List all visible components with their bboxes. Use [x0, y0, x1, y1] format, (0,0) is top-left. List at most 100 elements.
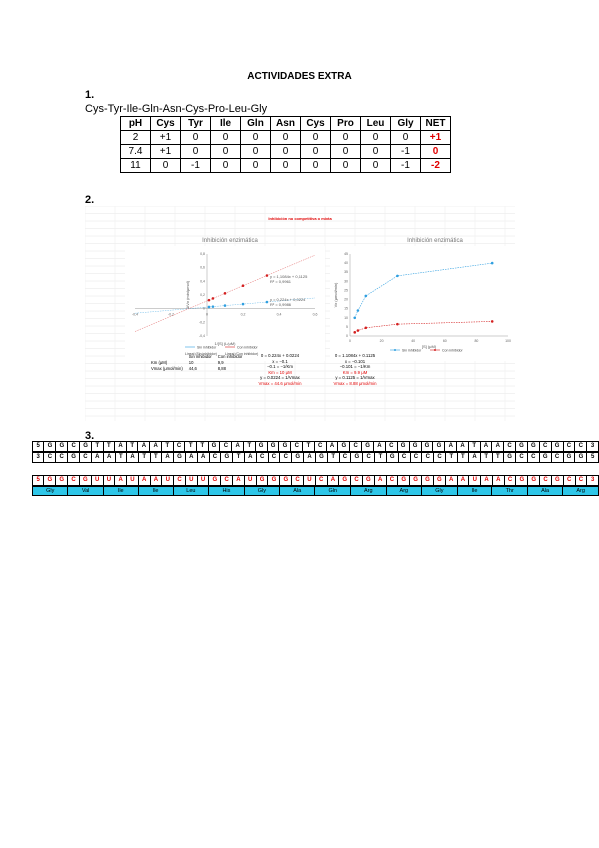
- dna-base-cell: C: [574, 441, 588, 452]
- rna-base-cell: U: [196, 475, 210, 486]
- charge-header-cell: Cys: [300, 116, 331, 131]
- charge-cell: -1: [180, 158, 211, 173]
- rna-base-cell: U: [302, 475, 316, 486]
- amino-acid-cell: Thr: [491, 486, 528, 496]
- dna-base-cell: G: [420, 441, 434, 452]
- charge-header-cell: Pro: [330, 116, 361, 131]
- dna-base-cell: A: [137, 441, 151, 452]
- rna-base-cell: G: [397, 475, 411, 486]
- dna-base-cell: G: [315, 452, 328, 463]
- dna-base-cell: T: [468, 441, 481, 452]
- chart1-point-1: [207, 298, 211, 302]
- rna-base-cell: 3: [586, 475, 599, 486]
- charge-cell: 0: [270, 158, 301, 173]
- dna-base-cell: T: [479, 452, 493, 463]
- amino-acid-cell: Arg: [385, 486, 423, 496]
- charge-cell: 0: [390, 130, 421, 145]
- dna-base-cell: T: [491, 452, 505, 463]
- rna-base-cell: U: [184, 475, 198, 486]
- chart2-point-0: [356, 309, 360, 312]
- dna-base-cell: A: [231, 441, 245, 452]
- chart2-y-tick: 10: [344, 316, 348, 320]
- rna-base-cell: A: [137, 475, 151, 486]
- dna-base-cell: G: [43, 441, 57, 452]
- charge-cell: -1: [390, 158, 421, 173]
- chart1-y-tick: 0,4: [200, 279, 205, 283]
- peptide-sequence: Cys-Tyr-Ile-Gln-Asn-Cys-Pro-Leu-Gly: [85, 103, 268, 115]
- section-2-label: 2.: [85, 194, 95, 206]
- kinetics-vmax-label: Vmax (μmol/min): [151, 366, 183, 371]
- dna-base-cell: C: [562, 441, 576, 452]
- net-charge-table: pH Cys Tyr Ile Gln Asn Cys Pro Leu Gly NET 2 +1 0 0 0 0…: [120, 116, 451, 173]
- rna-base-cell: C: [385, 475, 399, 486]
- rna-base-cell: C: [562, 475, 576, 486]
- dna-base-cell: C: [538, 441, 552, 452]
- dna-base-cell: C: [338, 452, 352, 463]
- rna-base-cell: G: [550, 475, 564, 486]
- charge-cell: 0: [240, 158, 271, 173]
- chart2-legend-marker: [394, 349, 396, 351]
- chart1-y-tick: 0,6: [200, 266, 205, 270]
- rna-base-cell: G: [208, 475, 222, 486]
- dna-base-cell: G: [396, 441, 410, 452]
- dna-base-cell: G: [408, 441, 422, 452]
- eq-con-line: −0.101 = −1/Km: [339, 364, 371, 370]
- spreadsheet-figure: Inhibición no competitiva o mixta Inhibi…: [85, 206, 515, 421]
- dna-base-cell: C: [290, 441, 304, 452]
- dna-base-cell: C: [384, 441, 398, 452]
- rna-base-cell: C: [350, 475, 363, 486]
- amino-acid-cell: Ile: [102, 486, 139, 496]
- chart2-point-1: [353, 331, 357, 334]
- amino-acid-cell: Gly: [31, 486, 69, 496]
- charge-cell: 11: [120, 158, 151, 173]
- chart2-x-tick: 100: [505, 339, 511, 343]
- rna-base-cell: G: [279, 475, 293, 486]
- dna-base-cell: A: [90, 452, 104, 463]
- charge-cell: 0: [360, 130, 391, 145]
- dna-base-cell: C: [515, 452, 528, 463]
- dna-base-cell: G: [526, 441, 540, 452]
- chart2-legend-entry: Con inhibidor: [442, 349, 463, 353]
- dna-base-cell: G: [172, 452, 186, 463]
- amino-acid-cell: His: [208, 486, 245, 496]
- rna-base-cell: U: [126, 475, 139, 486]
- rna-base-cell: G: [267, 475, 281, 486]
- rna-base-cell: G: [338, 475, 352, 486]
- charge-header-cell: Ile: [210, 116, 241, 131]
- dna-base-cell: A: [303, 452, 316, 463]
- dna-base-cell: G: [574, 452, 588, 463]
- charge-header-cell: Gly: [390, 116, 421, 131]
- chart1-point-0: [207, 305, 211, 309]
- charge-cell: 0: [180, 144, 211, 159]
- charge-cell: 0: [210, 158, 241, 173]
- rna-base-cell: A: [480, 475, 493, 486]
- rna-base-cell: G: [421, 475, 434, 486]
- dna-base-cell: C: [503, 441, 516, 452]
- dna-base-cell: G: [361, 441, 375, 452]
- dna-base-cell: C: [409, 452, 423, 463]
- chart2-y-label: Vo (μmol/min): [333, 282, 338, 307]
- eq-con-line: y = 0.1125 = 1/Vmax: [335, 375, 375, 381]
- dna-base-cell: A: [479, 441, 493, 452]
- eq-sin-vmax: Vmax = 44.6 μmol/min: [258, 380, 302, 386]
- amino-acid-cell: Leu: [172, 486, 210, 496]
- charge-cell: 2: [120, 130, 151, 145]
- kinetics-km-con: 9,9: [217, 360, 224, 365]
- dna-base-cell: T: [102, 441, 116, 452]
- charge-cell: 0: [270, 130, 301, 145]
- rna-base-cell: C: [220, 475, 234, 486]
- net-charge-cell: -2: [420, 158, 451, 173]
- charge-header-cell: Asn: [270, 116, 301, 131]
- chart2-point-0: [490, 261, 494, 265]
- charge-header-cell: Gln: [240, 116, 271, 131]
- chart1-point-0: [265, 300, 269, 304]
- equations-sin: 0 = 0.224x + 0.0224 x = −0.1 −0.1 = −1/K…: [245, 353, 315, 387]
- lineweaver-burk-chart: -0,4 -0,2 0 0,2 0,4 0,6-0,4-0,200,20,40,60,81…: [125, 246, 325, 361]
- rna-base-cell: G: [43, 475, 57, 486]
- rna-base-cell: G: [432, 475, 446, 486]
- charge-header-cell: Tyr: [180, 116, 211, 131]
- dna-base-cell: G: [278, 441, 292, 452]
